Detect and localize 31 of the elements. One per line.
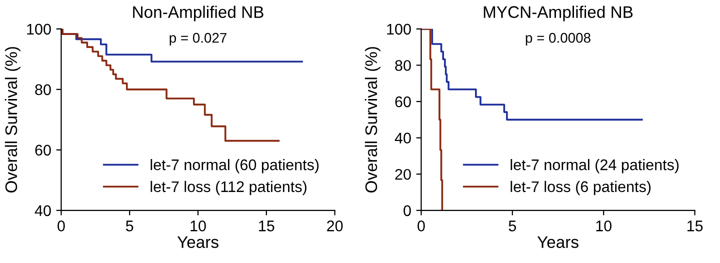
x-tick-label: 10 — [190, 220, 206, 232]
y-tick-label: 60 — [395, 96, 411, 108]
y-axis-title: Overall Survival (%) — [364, 47, 380, 192]
y-tick-label: 80 — [35, 84, 51, 96]
y-axis-title: Overall Survival (%) — [4, 47, 20, 192]
legend-label: let-7 loss (6 patients) — [510, 180, 651, 196]
legend-label: let-7 loss (112 patients) — [150, 180, 306, 196]
y-tick-label: 0 — [404, 205, 411, 216]
x-tick-label: 20 — [327, 220, 343, 232]
x-tick-label: 10 — [596, 220, 612, 232]
x-tick-label: 5 — [126, 220, 134, 232]
annotation: p = 0.0008 — [526, 32, 590, 46]
x-axis-title: Years — [537, 236, 578, 248]
y-tick-label: 20 — [395, 168, 411, 180]
y-tick-label: 80 — [395, 60, 411, 71]
y-tick-label: 40 — [394, 132, 411, 144]
y-tick-label: 100 — [387, 24, 411, 35]
chart-title: MYCN-Amplified NB — [484, 6, 633, 22]
x-tick-label: 15 — [259, 220, 274, 232]
legend-label: let-7 normal (60 patients) — [150, 159, 319, 174]
x-tick-label: 15 — [687, 220, 703, 232]
chart-title: Non-Amplified NB — [133, 6, 264, 22]
y-tick-label: 60 — [35, 144, 51, 156]
y-tick-label: 40 — [34, 205, 51, 216]
x-axis-title: Years — [177, 236, 218, 248]
x-tick-label: 0 — [58, 220, 65, 232]
x-tick-label: 5 — [508, 220, 516, 232]
x-tick-label: 0 — [418, 220, 425, 232]
legend-label: let-7 normal (24 patients) — [510, 159, 679, 174]
y-tick-label: 100 — [27, 24, 51, 35]
annotation: p = 0.027 — [170, 32, 226, 46]
